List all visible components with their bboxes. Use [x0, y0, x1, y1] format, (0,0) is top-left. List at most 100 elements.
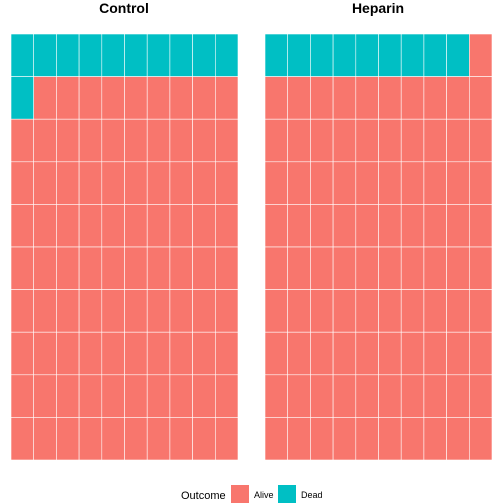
tile-alive: [310, 331, 334, 376]
tile-alive: [33, 331, 57, 376]
tile-alive: [400, 331, 425, 376]
tile-alive: [378, 76, 402, 120]
tile-alive: [56, 118, 80, 163]
panel-title-heparin: Heparin: [352, 0, 404, 16]
legend-title: Outcome: [181, 490, 226, 502]
tile-alive: [423, 289, 447, 333]
tile-alive: [287, 76, 311, 120]
tile-alive: [10, 161, 35, 205]
legend: Outcome Alive Dead: [181, 485, 323, 503]
tile-alive: [468, 289, 493, 333]
tile-alive: [378, 331, 402, 376]
tile-alive: [446, 417, 470, 461]
tile-alive: [101, 374, 125, 418]
tile-alive: [192, 76, 216, 120]
tile-alive: [355, 76, 379, 120]
panel-title-control: Control: [99, 0, 149, 16]
tile-alive: [400, 204, 425, 248]
tile-alive: [423, 118, 447, 163]
tile-alive: [287, 289, 311, 333]
tile-dead: [446, 33, 470, 77]
tile-alive: [215, 417, 239, 461]
tile-alive: [192, 289, 216, 333]
tile-alive: [264, 246, 289, 290]
tile-alive: [33, 161, 57, 205]
tile-alive: [10, 204, 35, 248]
tile-alive: [101, 246, 125, 290]
tile-alive: [78, 374, 103, 418]
tile-alive: [423, 331, 447, 376]
tile-alive: [446, 374, 470, 418]
tile-alive: [215, 289, 239, 333]
tile-alive: [355, 331, 379, 376]
tile-alive: [332, 417, 357, 461]
tile-alive: [101, 289, 125, 333]
tile-alive: [332, 204, 357, 248]
tile-alive: [355, 161, 379, 205]
tile-alive: [101, 331, 125, 376]
tile-alive: [215, 161, 239, 205]
tile-alive: [192, 204, 216, 248]
tile-alive: [10, 417, 35, 461]
tile-alive: [78, 289, 103, 333]
tile-alive: [287, 331, 311, 376]
tile-alive: [355, 246, 379, 290]
tile-dead: [10, 76, 35, 120]
tile-alive: [215, 204, 239, 248]
tile-alive: [332, 331, 357, 376]
tile-alive: [378, 246, 402, 290]
tile-alive: [215, 118, 239, 163]
tile-dead: [423, 33, 447, 77]
tile-alive: [78, 331, 103, 376]
tile-alive: [78, 246, 103, 290]
tile-alive: [264, 417, 289, 461]
tile-alive: [33, 76, 57, 120]
tile-alive: [101, 204, 125, 248]
tile-alive: [124, 246, 148, 290]
tile-alive: [78, 161, 103, 205]
tile-alive: [124, 204, 148, 248]
tile-alive: [287, 204, 311, 248]
tile-alive: [10, 331, 35, 376]
tile-alive: [192, 417, 216, 461]
tile-alive: [33, 204, 57, 248]
tile-alive: [378, 289, 402, 333]
tile-alive: [101, 76, 125, 120]
tile-dead: [146, 33, 171, 77]
tile-dead: [169, 33, 193, 77]
tile-alive: [332, 118, 357, 163]
tile-alive: [310, 204, 334, 248]
tile-alive: [446, 161, 470, 205]
tile-alive: [400, 374, 425, 418]
tile-alive: [446, 289, 470, 333]
tile-alive: [310, 118, 334, 163]
tile-alive: [124, 374, 148, 418]
tile-alive: [146, 331, 171, 376]
tile-alive: [169, 118, 193, 163]
tile-alive: [400, 161, 425, 205]
tile-alive: [355, 374, 379, 418]
tile-alive: [169, 417, 193, 461]
tile-dead: [78, 33, 103, 77]
tile-alive: [78, 204, 103, 248]
tile-alive: [33, 289, 57, 333]
tile-dead: [378, 33, 402, 77]
tile-alive: [101, 417, 125, 461]
tile-alive: [169, 374, 193, 418]
tile-alive: [468, 161, 493, 205]
tile-alive: [310, 374, 334, 418]
tile-alive: [56, 417, 80, 461]
tile-alive: [78, 76, 103, 120]
tile-alive: [146, 76, 171, 120]
tile-alive: [215, 374, 239, 418]
tile-alive: [56, 246, 80, 290]
tile-alive: [264, 76, 289, 120]
tile-alive: [310, 289, 334, 333]
tile-dead: [310, 33, 334, 77]
tile-alive: [78, 417, 103, 461]
tile-dead: [56, 33, 80, 77]
tile-dead: [287, 33, 311, 77]
tile-alive: [215, 76, 239, 120]
tile-alive: [169, 204, 193, 248]
tile-alive: [192, 331, 216, 376]
